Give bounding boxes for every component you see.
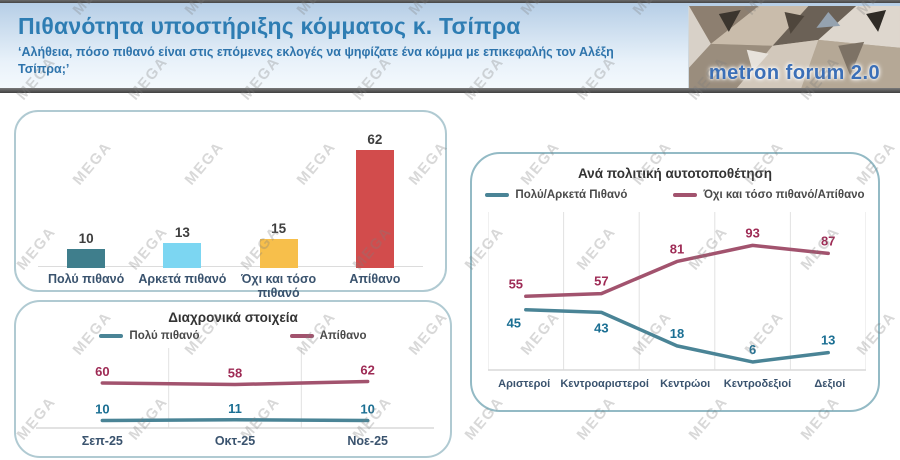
bar-category-label: Απίθανο (349, 272, 401, 286)
data-point-label: 55 (509, 276, 523, 291)
bar (163, 243, 202, 268)
series-line (524, 243, 830, 299)
trend-chart-title: Διαχρονικά στοιχεία (168, 310, 298, 325)
trend-chart-legend: Πολύ πιθανό Απίθανο (16, 330, 450, 342)
category-label: Κεντροδεξιοί (723, 378, 792, 390)
legend-swatch (99, 334, 124, 338)
page-subtitle: ‘Αλήθεια, πόσο πιθανό είναι στις επόμενε… (18, 45, 614, 76)
data-point-label: 45 (507, 316, 521, 331)
legend-swatch (673, 193, 698, 197)
bar-chart-panel: 10 13 15 62 Πολύ πιθανό Αρκετά πιθανό Όχι και… (14, 110, 447, 300)
bar-value-label: 13 (174, 225, 190, 240)
bar-category-label: Όχι και τόσο πιθανό (241, 272, 317, 300)
logo-text: metron forum 2.0 (708, 62, 881, 84)
placement-chart-panel: Ανά πολιτική αυτοτοποθέτηση Πολύ/Αρκετά … (470, 152, 880, 412)
header-text: Πιθανότητα υποστήριξης κόμματος κ. Τσίπρ… (18, 13, 658, 78)
category-label: Κεντροαριστεροί (560, 378, 649, 390)
legend-item: Όχι και τόσο πιθανό/Απίθανο (673, 189, 865, 201)
category-label: Κεντρώοι (660, 378, 711, 390)
category-label: Νοε-25 (347, 434, 388, 448)
legend-swatch (485, 193, 510, 197)
data-point-label: 93 (745, 225, 759, 240)
legend-swatch (289, 334, 314, 338)
legend-item: Απίθανο (289, 330, 367, 342)
bar-group: 10 (38, 231, 134, 268)
bar-group: 15 (231, 221, 327, 268)
bar (259, 239, 298, 268)
data-point-label: 13 (821, 333, 835, 348)
data-point-label: 81 (670, 241, 684, 256)
data-point-label: 10 (360, 402, 374, 417)
bar-value-label: 15 (271, 221, 287, 236)
bar-value-label: 10 (78, 231, 94, 246)
legend-label: Όχι και τόσο πιθανό/Απίθανο (703, 189, 865, 201)
bar-chart-plot: 10 13 15 62 (38, 132, 423, 268)
top-divider (0, 0, 900, 3)
bar (355, 150, 394, 268)
category-label: Σεπ-25 (81, 434, 123, 448)
bar-value-label: 62 (367, 132, 383, 147)
data-point-label: 10 (95, 402, 109, 417)
placement-chart-categories: Αριστεροί Κεντροαριστεροί Κεντρώοι Κεντροδε… (488, 378, 866, 390)
placement-chart-plot: 45 43 18 6 13 55 57 81 93 87 (488, 212, 866, 371)
bar-category-label: Αρκετά πιθανό (138, 272, 227, 286)
category-label: Οκτ-25 (214, 434, 256, 448)
trend-chart-plot: 10 11 10 60 58 62 (36, 348, 434, 429)
bar-group: 13 (134, 225, 230, 268)
data-point-label: 6 (749, 342, 756, 357)
data-point-label: 57 (594, 274, 608, 289)
legend-label: Πολύ πιθανό (129, 330, 200, 342)
header: Πιθανότητα υποστήριξης κόμματος κ. Τσίπρ… (0, 3, 900, 91)
data-point-label: 87 (821, 233, 835, 248)
series-line (100, 418, 370, 423)
series-line (524, 307, 830, 364)
legend-label: Απίθανο (319, 330, 367, 342)
legend-label: Πολύ/Αρκετά Πιθανό (515, 189, 628, 201)
data-point-label: 11 (228, 401, 242, 416)
mega-watermark: MEGA (0, 308, 4, 359)
series-line (100, 379, 370, 387)
data-point-label: 60 (95, 364, 109, 379)
data-point-label: 43 (594, 320, 608, 335)
placement-chart-title: Ανά πολιτική αυτοτοποθέτηση (577, 166, 773, 181)
data-point-label: 18 (670, 326, 684, 341)
bar (67, 249, 106, 268)
category-label: Αριστεροί (498, 378, 551, 390)
mega-watermark: MEGA (0, 138, 4, 189)
placement-chart-legend: Πολύ/Αρκετά Πιθανό Όχι και τόσο πιθανό/Απ… (472, 189, 878, 201)
category-label: Δεξιοί (814, 378, 846, 390)
legend-item: Πολύ/Αρκετά Πιθανό (485, 189, 627, 201)
logo-mosaic-image (689, 6, 900, 91)
page-title: Πιθανότητα υποστήριξης κόμματος κ. Τσίπρ… (18, 13, 521, 39)
data-point-label: 62 (360, 363, 374, 378)
metron-forum-logo: metron forum 2.0 (688, 6, 900, 91)
legend-item: Πολύ πιθανό (99, 330, 200, 342)
bar-chart-categories: Πολύ πιθανό Αρκετά πιθανό Όχι και τόσο πιθ… (38, 272, 423, 300)
bar-category-label: Πολύ πιθανό (48, 272, 125, 286)
trend-chart-categories: Σεπ-25 Οκτ-25 Νοε-25 (36, 434, 434, 448)
header-divider (0, 88, 900, 93)
data-point-label: 58 (228, 366, 242, 381)
trend-chart-panel: Διαχρονικά στοιχεία Πολύ πιθανό Απίθανο 1… (14, 300, 452, 458)
bar-group: 62 (327, 132, 423, 268)
